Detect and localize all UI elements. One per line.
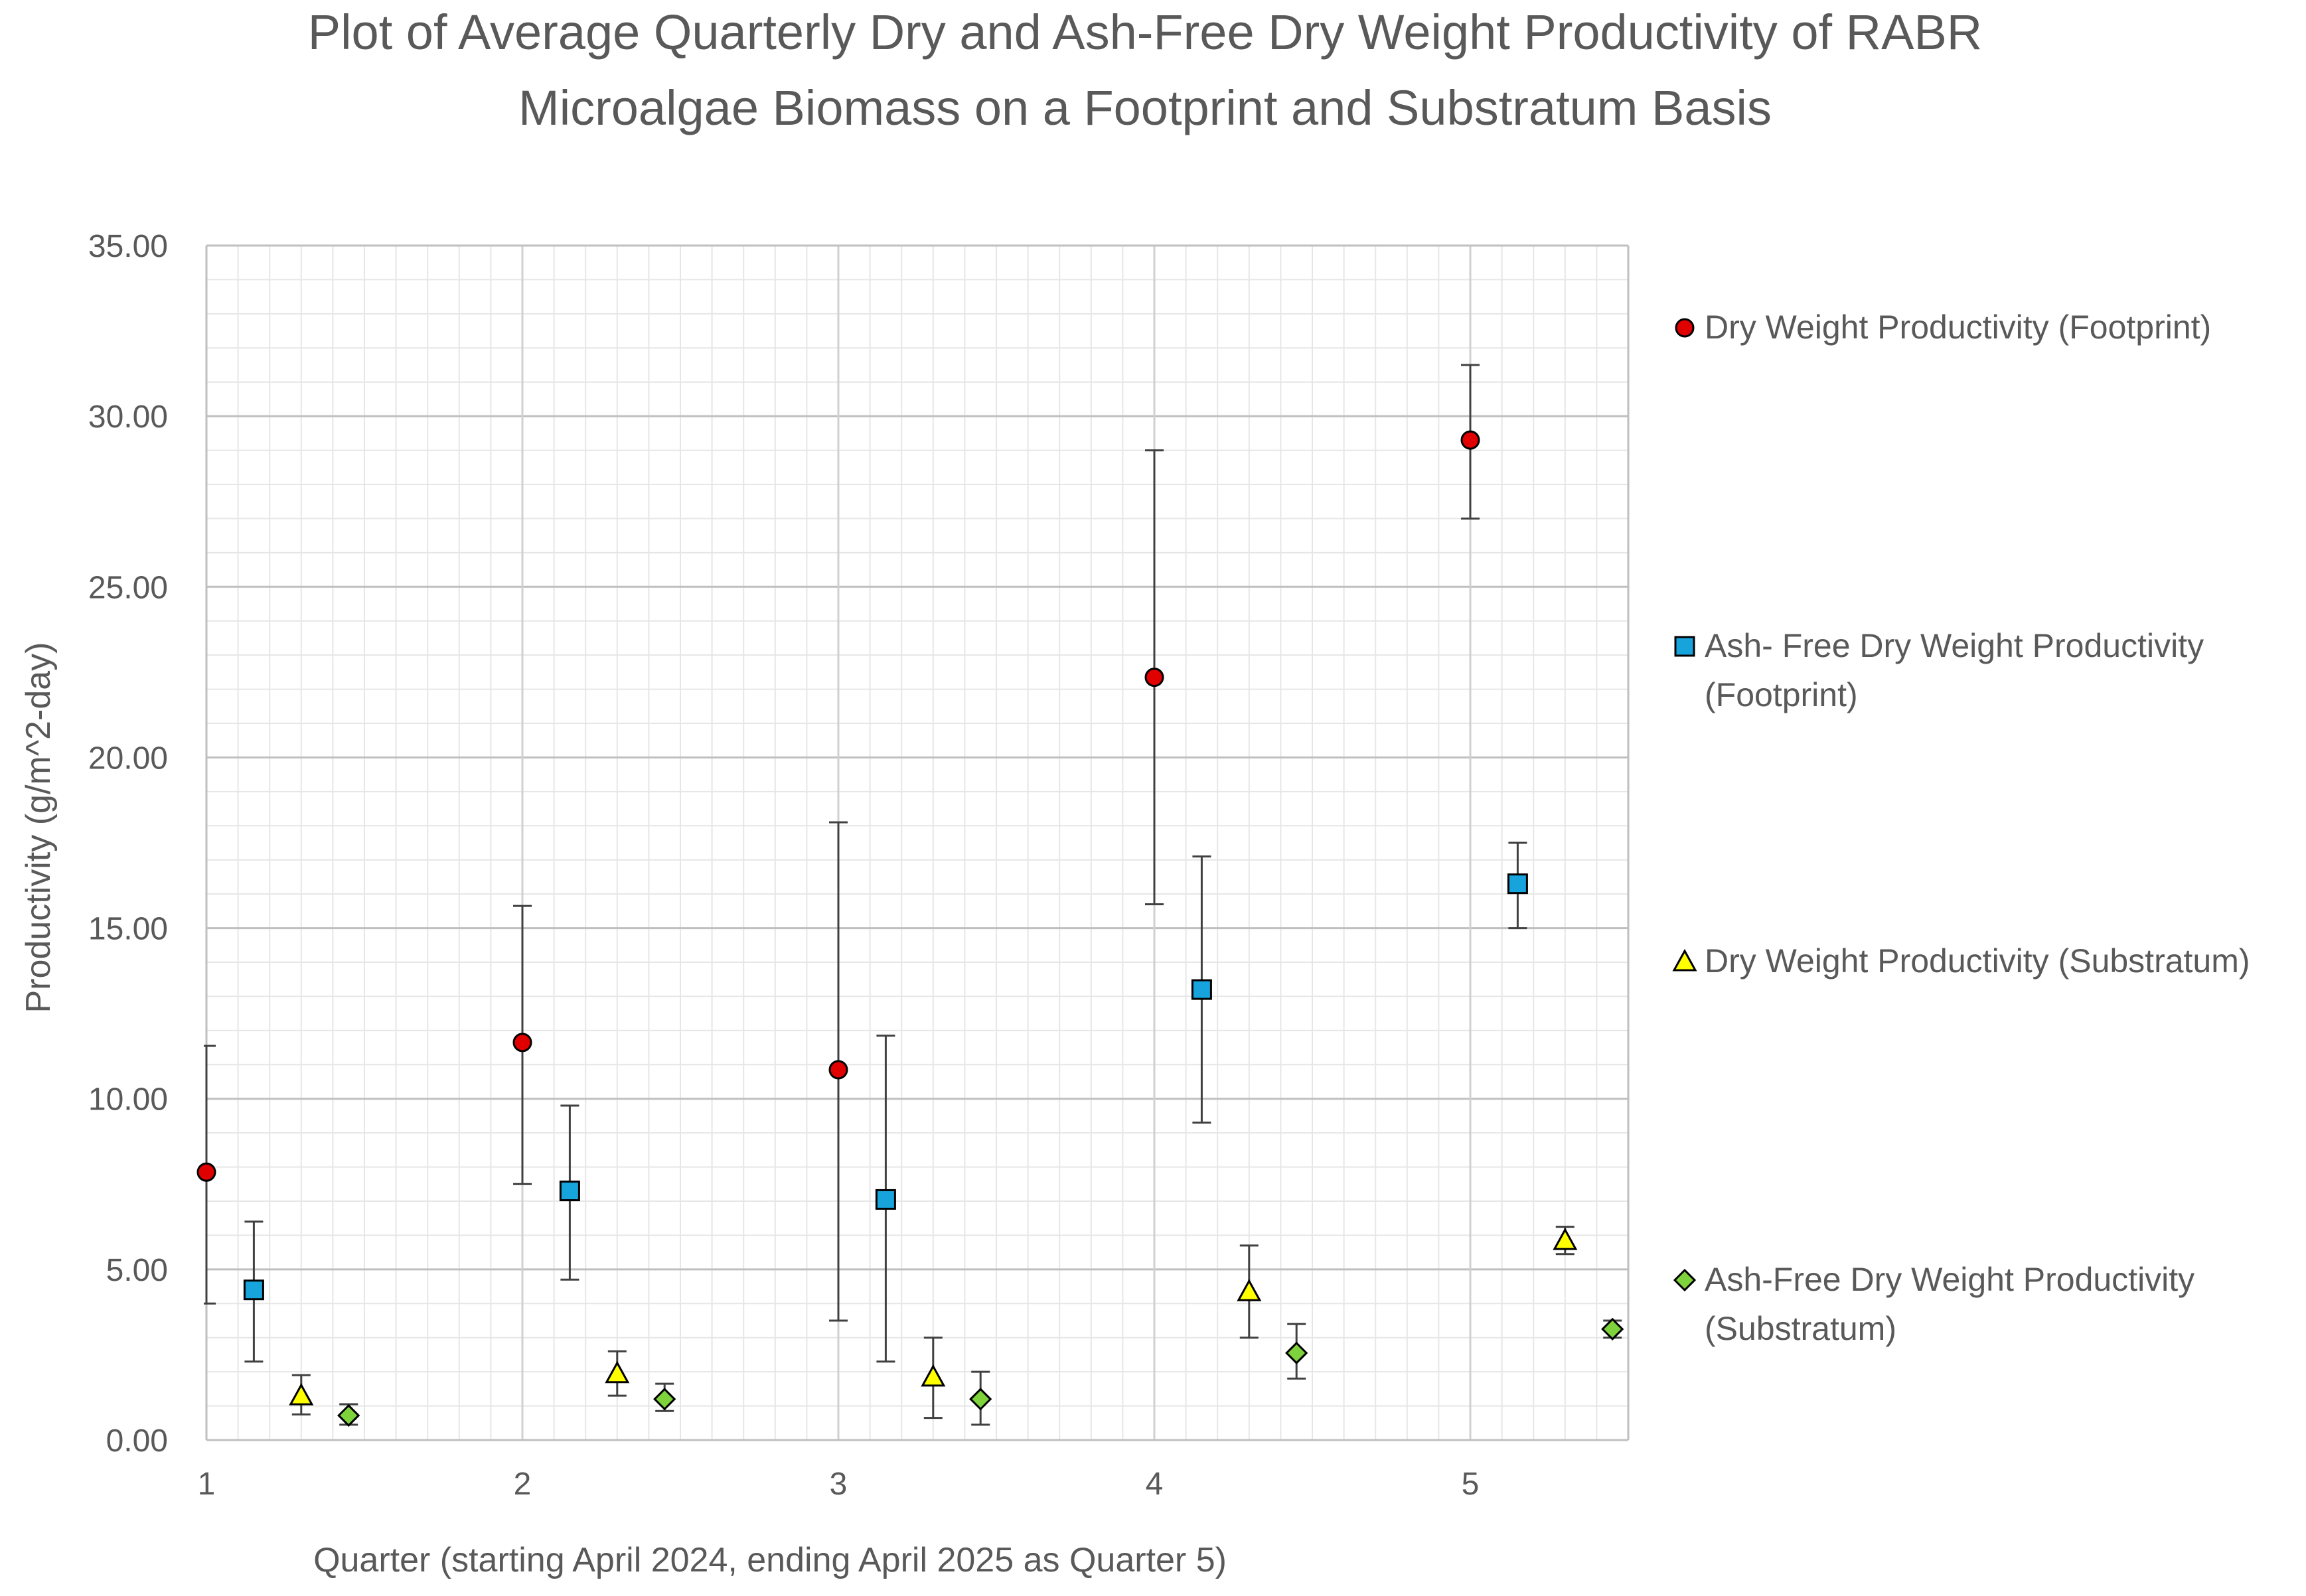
legend-label: Ash-Free Dry Weight Productivity	[1705, 1261, 2194, 1298]
series-1-point	[512, 1033, 532, 1052]
series-4-point	[969, 1388, 992, 1411]
y-tick-labels: 0.00 5.00 10.00 15.00 20.00 25.00 30.00 35.00	[88, 229, 168, 1459]
legend-marker	[1672, 948, 1697, 972]
y-axis-label: Productivity (g/m^2-day)	[19, 642, 58, 1013]
series-1-point	[1460, 430, 1480, 450]
minor-gridlines	[206, 246, 1628, 1440]
legend: Dry Weight Productivity (Footprint) Ash- …	[1672, 309, 2250, 1347]
series-4-point	[1285, 1341, 1308, 1364]
series-3-point	[921, 1364, 946, 1387]
major-gridlines	[206, 244, 1628, 1440]
series-3-point	[605, 1360, 630, 1384]
legend-item: Dry Weight Productivity (Footprint)	[1675, 309, 2211, 346]
series-3-point	[1553, 1228, 1578, 1250]
series-4-point	[653, 1388, 676, 1411]
x-tick-label: 5	[1462, 1467, 1480, 1502]
series-4-point	[1601, 1317, 1624, 1341]
error-bars	[204, 364, 1622, 1426]
legend-label: Dry Weight Productivity (Substratum)	[1705, 942, 2250, 979]
series-1-point	[196, 1162, 216, 1182]
series-4-point	[337, 1404, 360, 1427]
series-2-point	[875, 1189, 896, 1210]
chart-title-line-2: Microalgae Biomass on a Footprint and Su…	[518, 80, 1772, 135]
series-1-point	[828, 1060, 848, 1080]
chart-title-line-1: Plot of Average Quarterly Dry and Ash-Fr…	[308, 5, 1983, 60]
series-2-point	[1507, 873, 1528, 895]
legend-item: Ash- Free Dry Weight Productivity (Footpr…	[1674, 627, 2204, 713]
legend-label: (Footprint)	[1705, 676, 1858, 713]
legend-item: Dry Weight Productivity (Substratum)	[1672, 942, 2250, 979]
series-2-point	[1191, 979, 1212, 1000]
series-2-point	[559, 1181, 580, 1202]
series-2-point	[243, 1279, 264, 1301]
y-tick-label: 0.00	[106, 1423, 168, 1459]
legend-marker	[1675, 318, 1695, 338]
x-tick-label: 2	[514, 1467, 532, 1502]
y-tick-label: 35.00	[88, 229, 168, 264]
x-tick-label: 4	[1146, 1467, 1164, 1502]
axes	[205, 244, 1630, 1441]
legend-label: Dry Weight Productivity (Footprint)	[1705, 309, 2211, 346]
legend-label: Ash- Free Dry Weight Productivity	[1705, 627, 2204, 664]
x-tick-label: 1	[198, 1467, 216, 1502]
x-tick-labels: 1 2 3 4 5	[198, 1467, 1480, 1502]
y-tick-label: 30.00	[88, 399, 168, 435]
y-tick-label: 20.00	[88, 741, 168, 776]
series-1-point	[1144, 668, 1164, 688]
legend-marker	[1674, 636, 1695, 657]
legend-item: Ash-Free Dry Weight Productivity (Substra…	[1673, 1261, 2194, 1347]
y-tick-label: 25.00	[88, 570, 168, 605]
legend-marker	[1673, 1268, 1697, 1292]
y-tick-label: 5.00	[106, 1253, 168, 1288]
x-tick-label: 3	[830, 1467, 848, 1502]
series-3-point	[1237, 1279, 1262, 1301]
data-markers	[196, 430, 1624, 1427]
y-tick-label: 15.00	[88, 912, 168, 947]
series-3-point	[289, 1383, 314, 1406]
y-tick-label: 10.00	[88, 1082, 168, 1118]
chart-title: Plot of Average Quarterly Dry and Ash-Fr…	[308, 5, 1983, 135]
x-axis-label: Quarter (starting April 2024, ending Apr…	[313, 1541, 1227, 1579]
legend-label: (Substratum)	[1705, 1310, 1896, 1347]
